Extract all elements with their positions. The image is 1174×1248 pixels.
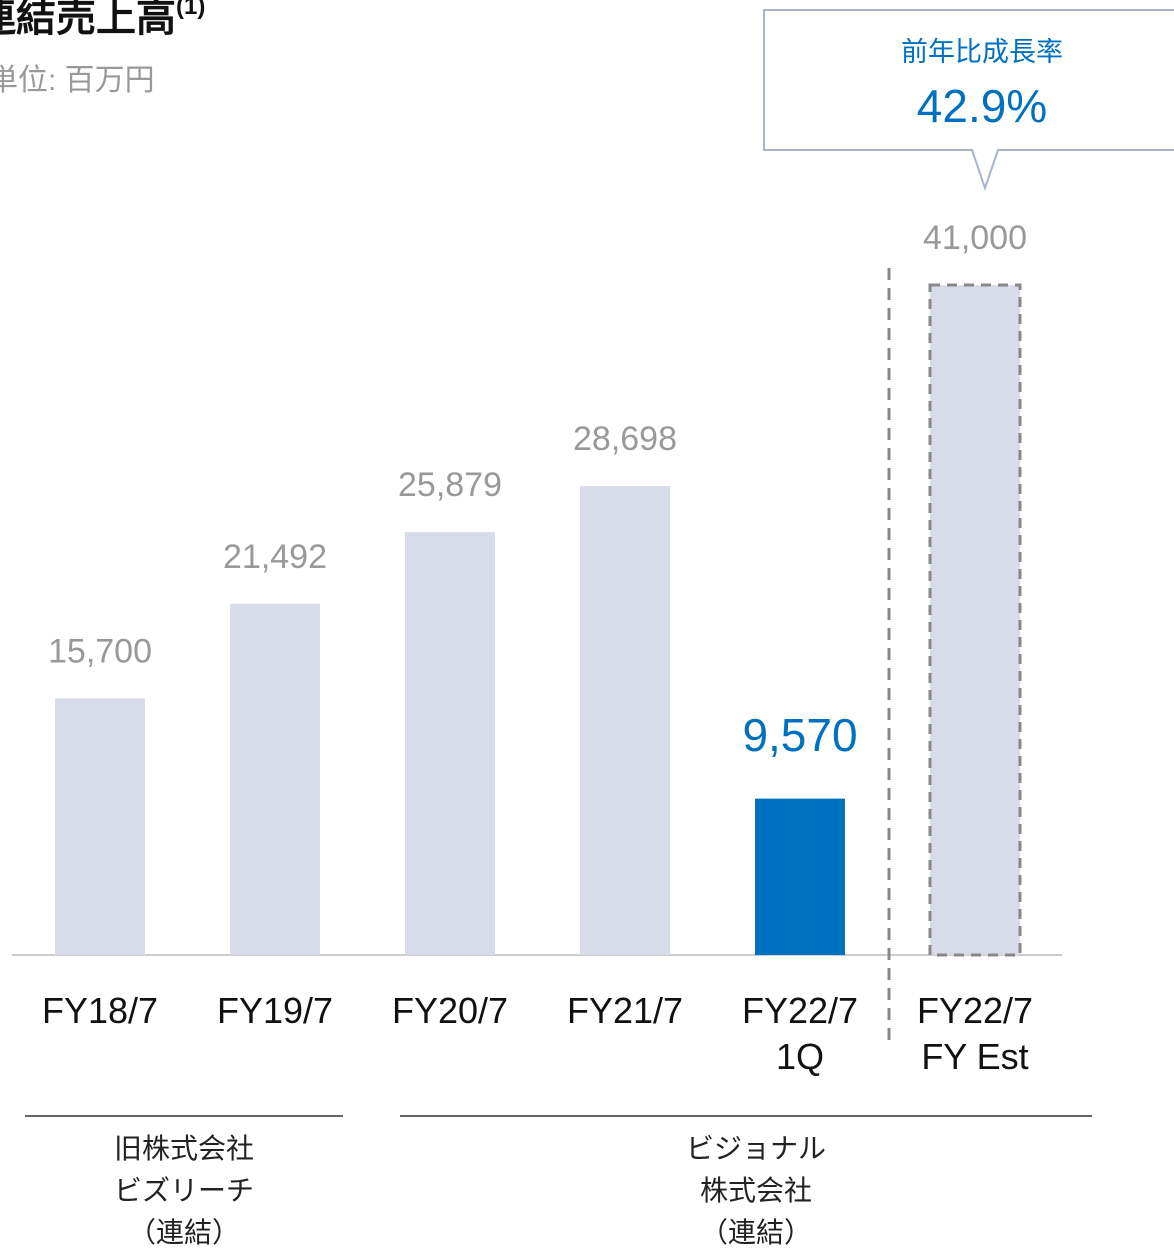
group-label: 旧株式会社 ビズリーチ （連結）: [113, 1133, 254, 1248]
value-label: 15,700: [48, 632, 152, 670]
bar: [928, 283, 1022, 957]
value-label: 41,000: [923, 219, 1027, 257]
x-tick-label: FY18/7: [41, 990, 159, 1031]
bar: [580, 486, 670, 955]
bar: [755, 798, 845, 955]
x-tick-label: FY19/7: [216, 990, 334, 1031]
x-tick-label: FY22/7 FY Est: [916, 990, 1034, 1077]
callout-label: 前年比成長率: [901, 37, 1063, 67]
value-label: 28,698: [573, 420, 677, 458]
subtitle: 単位: 百万円: [0, 64, 155, 97]
x-tick-label: FY22/7 1Q: [741, 990, 859, 1077]
x-tick-label: FY21/7: [566, 990, 684, 1031]
bar: [55, 698, 145, 955]
bar: [230, 603, 320, 955]
value-label: 25,879: [398, 466, 502, 504]
value-label: 9,570: [742, 709, 857, 761]
x-tick-label: FY20/7: [391, 990, 509, 1031]
callout-value: 42.9%: [917, 80, 1047, 132]
bar: [405, 532, 495, 955]
title-text: 連結売上高: [0, 0, 176, 40]
group-label: ビジョナル 株式会社 （連結）: [685, 1133, 826, 1248]
chart-title: 連結売上高(1): [0, 0, 205, 40]
value-label: 21,492: [223, 538, 327, 576]
title-note: (1): [176, 0, 205, 20]
callout-box: [763, 9, 1174, 192]
